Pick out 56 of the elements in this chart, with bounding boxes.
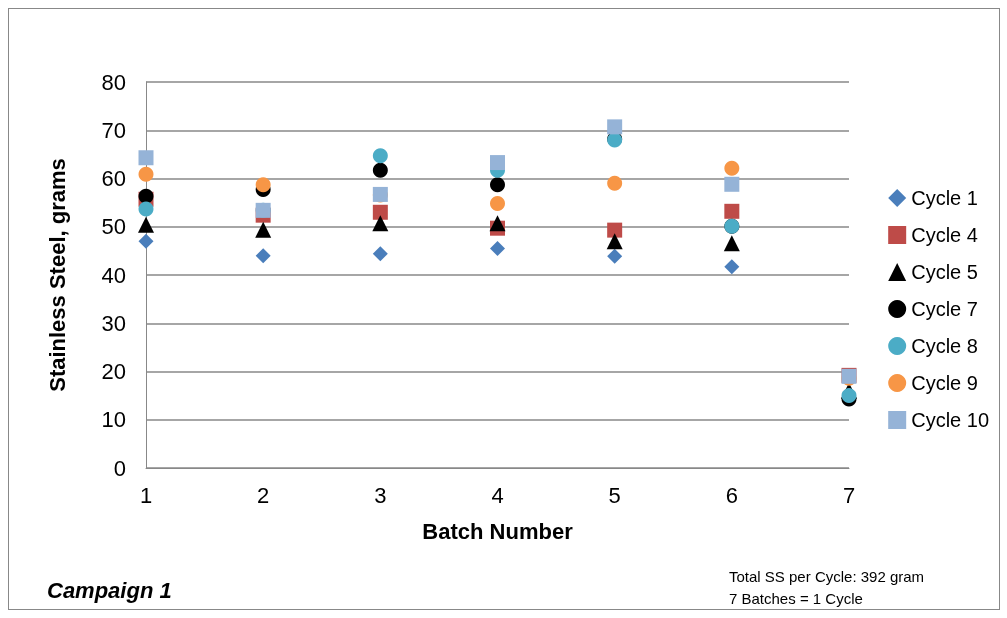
point <box>490 196 505 212</box>
x-tick-label: 1 <box>139 482 153 508</box>
x-tick-label: 2 <box>257 482 270 508</box>
y-tick-label: 10 <box>101 407 126 433</box>
point <box>372 246 388 262</box>
point <box>255 177 271 193</box>
point <box>606 233 623 250</box>
y-tick-label: 80 <box>101 69 126 95</box>
y-tick-label: 30 <box>101 310 126 336</box>
point <box>138 233 154 249</box>
legend-label: Cycle 7 <box>911 298 978 320</box>
legend-label: Cycle 5 <box>911 261 978 283</box>
legend-label: Cycle 10 <box>911 409 989 431</box>
point <box>490 155 505 171</box>
x-axis-title: Batch Number <box>422 518 574 544</box>
y-tick-label: 20 <box>101 359 126 384</box>
text: Total SS per Cycle: 392 gram <box>729 567 925 585</box>
point <box>607 222 623 238</box>
y-tick-label: 40 <box>101 262 126 288</box>
x-tick-label: 4 <box>491 482 504 508</box>
x-tick-label: 6 <box>725 482 738 508</box>
point <box>723 235 740 252</box>
point <box>372 215 389 232</box>
point <box>607 119 623 135</box>
point <box>255 221 272 238</box>
point <box>138 166 154 182</box>
point <box>490 177 505 193</box>
legend-label: Cycle 1 <box>911 187 978 209</box>
point <box>138 150 154 166</box>
y-axis-title: Stainless Steel, grams <box>44 158 70 392</box>
point <box>138 201 154 217</box>
y-tick-label: 60 <box>101 166 126 191</box>
legend-label: Cycle 8 <box>911 335 978 357</box>
y-tick-label: 0 <box>113 455 126 481</box>
point <box>724 160 740 176</box>
point <box>724 259 740 275</box>
x-tick-label: 3 <box>374 482 387 508</box>
point <box>724 203 740 219</box>
point <box>372 162 388 178</box>
text: Campaign 1 <box>47 577 172 603</box>
legend-label: Cycle 9 <box>911 372 978 394</box>
point <box>372 148 388 164</box>
point <box>490 240 505 256</box>
point <box>724 176 740 192</box>
point <box>489 215 506 232</box>
y-tick-label: 50 <box>101 214 126 240</box>
x-tick-label: 7 <box>842 482 856 508</box>
x-tick-label: 5 <box>608 482 621 508</box>
text: 7 Batches = 1 Cycle <box>729 589 863 607</box>
point <box>607 175 623 191</box>
point <box>372 204 388 220</box>
point <box>255 248 271 264</box>
legend-label: Cycle 4 <box>911 224 978 246</box>
point <box>138 216 154 233</box>
point <box>607 248 623 264</box>
y-tick-label: 70 <box>101 117 126 143</box>
